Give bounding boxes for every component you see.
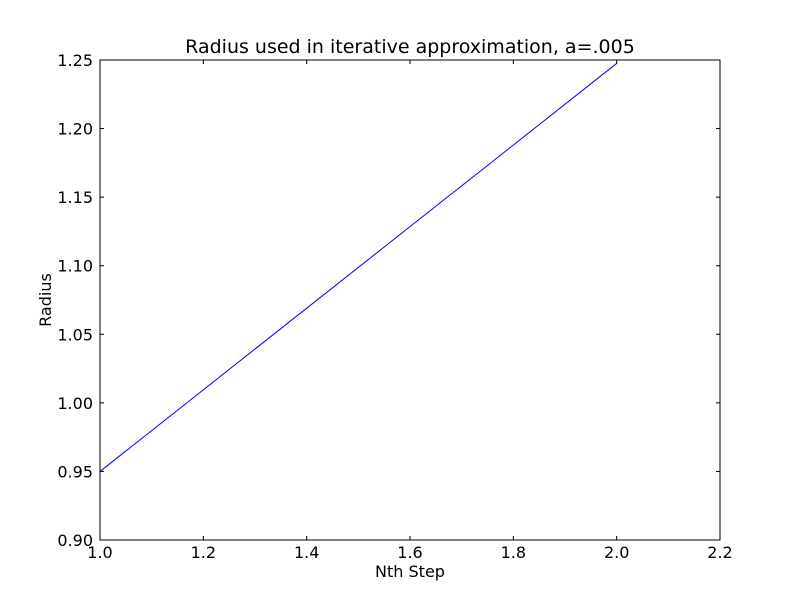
plot-frame [99,59,721,541]
y-tick-label: 1.20 [57,120,93,139]
y-tick-label: 0.95 [57,462,93,481]
x-axis-label: Nth Step [375,562,445,581]
y-tick-label: 1.15 [57,188,93,207]
y-axis-label: Radius [36,273,55,327]
x-axis-ticks: 1.0 1.2 1.4 1.6 1.8 2.0 2.2 [87,60,733,562]
x-tick-label: 1.2 [191,543,216,562]
y-tick-label: 1.10 [57,257,93,276]
plot-area: 1.0 1.2 1.4 1.6 1.8 2.0 2.2 0.900.951.001.051.… [57,51,732,562]
x-tick-label: 1.8 [501,543,526,562]
y-tick-label: 1.00 [57,394,93,413]
chart-title: Radius used in iterative approximation, … [185,36,635,58]
series-layer [99,63,617,472]
y-axis-ticks: 0.90 0.95 1.00 1.05 1.10 1.15 1.20 1.25 [57,51,720,550]
y-tick-label: 0.90 [57,531,93,550]
x-tick-label: 1.0 [87,543,112,562]
y-tick-label: 1.05 [57,325,93,344]
x-tick-label: 2.2 [707,543,732,562]
series-line-0 [99,63,617,472]
y-tick-label: 1.25 [57,51,93,70]
x-tick-label: 2.0 [604,543,629,562]
x-tick-label: 1.6 [397,543,422,562]
x-tick-label: 1.4 [294,543,319,562]
